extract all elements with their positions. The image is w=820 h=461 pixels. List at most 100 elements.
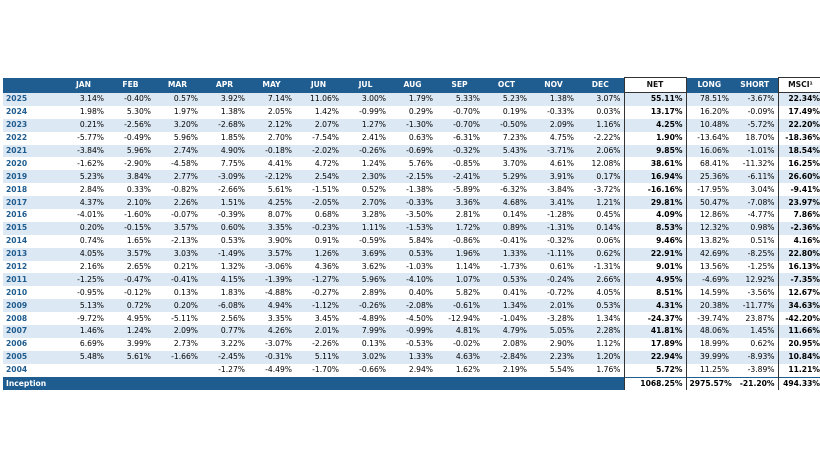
return-cell: 5.48%	[60, 350, 107, 364]
return-cell: 5.43%	[483, 144, 530, 158]
return-cell: 4.25%	[248, 196, 295, 210]
return-cell: 3.28%	[361, 210, 386, 220]
return-cell: -0.61%	[436, 299, 483, 313]
inception-value: -21.20%	[732, 376, 778, 391]
return-cell: 10.84%	[777, 350, 820, 364]
return-cell: 9.85%	[623, 144, 687, 158]
return-cell: 1.38%	[530, 92, 577, 106]
return-cell: 0.17%	[577, 170, 624, 184]
return-cell: 4.63%	[436, 350, 483, 364]
return-cell: 5.82%	[455, 287, 480, 297]
return-cell: -2.41%	[436, 170, 483, 184]
return-cell: 1.24%	[361, 158, 386, 168]
return-cell: 4.95%	[623, 273, 687, 287]
year-row: 2008 -9.72% 4.95% -5.11% 2.56% 3.35% 3.45% -4.8…	[3, 312, 820, 326]
return-cell: -0.31%	[248, 350, 295, 364]
return-cell: 2.30%	[342, 170, 389, 184]
inception-label: Inception	[3, 376, 624, 391]
return-cell: 5.11%	[295, 350, 342, 364]
return-cell	[154, 364, 201, 377]
return-cell: 0.51%	[750, 236, 775, 246]
return-cell: 2.08%	[502, 339, 527, 349]
return-cell: 5.96%	[342, 273, 389, 287]
return-cell: -0.27%	[312, 287, 339, 297]
return-cell: -4.10%	[389, 273, 436, 287]
return-cell: 55.11%	[623, 92, 687, 106]
year-cell: 2006	[6, 339, 28, 349]
return-cell: 5.84%	[408, 236, 433, 246]
return-cell: 4.94%	[248, 299, 295, 313]
column-header: DEC	[577, 77, 624, 93]
return-cell: 16.13%	[777, 260, 820, 274]
year-cell: 2016	[6, 210, 28, 220]
return-cell: 2.54%	[295, 170, 342, 184]
year-row: 2013 4.05% 3.57% 3.03% -1.49% 3.57% 1.26% 3.69%…	[3, 247, 820, 261]
column-header: JAN	[60, 77, 107, 93]
return-cell: 5.33%	[436, 92, 483, 106]
return-cell: 12.86%	[700, 210, 729, 220]
inception-value: 1068.25%	[623, 376, 687, 391]
return-cell: 11.66%	[777, 325, 820, 338]
return-cell: 29.81%	[623, 196, 687, 210]
year-cell: 2013	[3, 247, 60, 261]
year-cell: 2010	[6, 287, 28, 297]
return-cell: -0.12%	[124, 287, 151, 297]
return-cell: 5.54%	[549, 365, 574, 375]
return-cell: 1.33%	[389, 350, 436, 364]
return-cell: 2.66%	[577, 273, 624, 287]
return-cell: -0.26%	[342, 299, 389, 313]
return-cell: 1.85%	[220, 133, 245, 143]
return-cell: -2.45%	[201, 350, 248, 364]
return-cell: 9.46%	[623, 234, 687, 248]
return-cell: 5.05%	[530, 325, 577, 338]
return-cell: 12.67%	[777, 286, 820, 300]
return-cell: 12.08%	[591, 158, 621, 168]
return-cell: 2.94%	[408, 365, 433, 375]
return-cell: -3.09%	[201, 170, 248, 184]
year-row: 2006 6.69% 3.99% 2.73% 3.22% -3.07% -2.26% 0.13…	[3, 337, 820, 351]
return-cell: -1.51%	[312, 184, 339, 194]
return-cell: -0.39%	[218, 210, 245, 220]
return-cell: -2.68%	[201, 118, 248, 132]
return-cell: -3.72%	[593, 184, 621, 194]
return-cell: 2.65%	[126, 262, 151, 272]
return-cell: 3.36%	[436, 196, 483, 210]
return-cell: -0.86%	[453, 236, 480, 246]
return-cell: 42.69%	[686, 247, 732, 261]
return-cell: 0.98%	[732, 221, 778, 235]
return-cell: -0.18%	[248, 144, 295, 158]
return-cell: 12.92%	[732, 273, 778, 287]
return-cell: -0.99%	[359, 107, 386, 117]
return-cell: 1.33%	[483, 247, 530, 261]
return-cell: 13.56%	[700, 262, 729, 272]
return-cell: -0.32%	[436, 144, 483, 158]
return-cell: -1.49%	[201, 247, 248, 261]
return-cell: -8.25%	[732, 247, 778, 261]
return-cell: 22.94%	[623, 350, 687, 364]
return-cell: 34.63%	[777, 299, 820, 313]
return-cell: 3.99%	[126, 339, 151, 349]
return-cell: 2.09%	[154, 325, 201, 338]
return-cell: -1.31%	[530, 221, 577, 235]
return-cell: 8.07%	[267, 210, 292, 220]
return-cell: -0.70%	[436, 118, 483, 132]
return-cell: 68.41%	[700, 158, 729, 168]
return-cell: -13.64%	[697, 133, 729, 143]
year-row: 2023 0.21% -2.56% 3.20% -2.68% 2.12% 2.07% 1.27…	[3, 118, 820, 132]
return-cell: 5.30%	[126, 107, 151, 117]
return-cell: 3.91%	[530, 170, 577, 184]
return-cell: 1.14%	[455, 262, 480, 272]
return-cell: 4.90%	[201, 144, 248, 158]
return-cell: 4.09%	[623, 209, 687, 222]
return-cell: 1.32%	[220, 262, 245, 272]
return-cell: 5.96%	[107, 144, 154, 158]
return-cell: -11.77%	[732, 299, 778, 313]
return-cell: 3.45%	[314, 313, 339, 323]
return-cell: 78.51%	[686, 92, 732, 106]
return-cell: 16.20%	[700, 107, 729, 117]
return-cell: 0.13%	[361, 339, 386, 349]
return-cell: -16.16%	[623, 183, 687, 197]
return-cell: -0.53%	[406, 339, 433, 349]
return-cell: 10.48%	[686, 118, 732, 132]
return-cell: 0.03%	[596, 107, 621, 117]
